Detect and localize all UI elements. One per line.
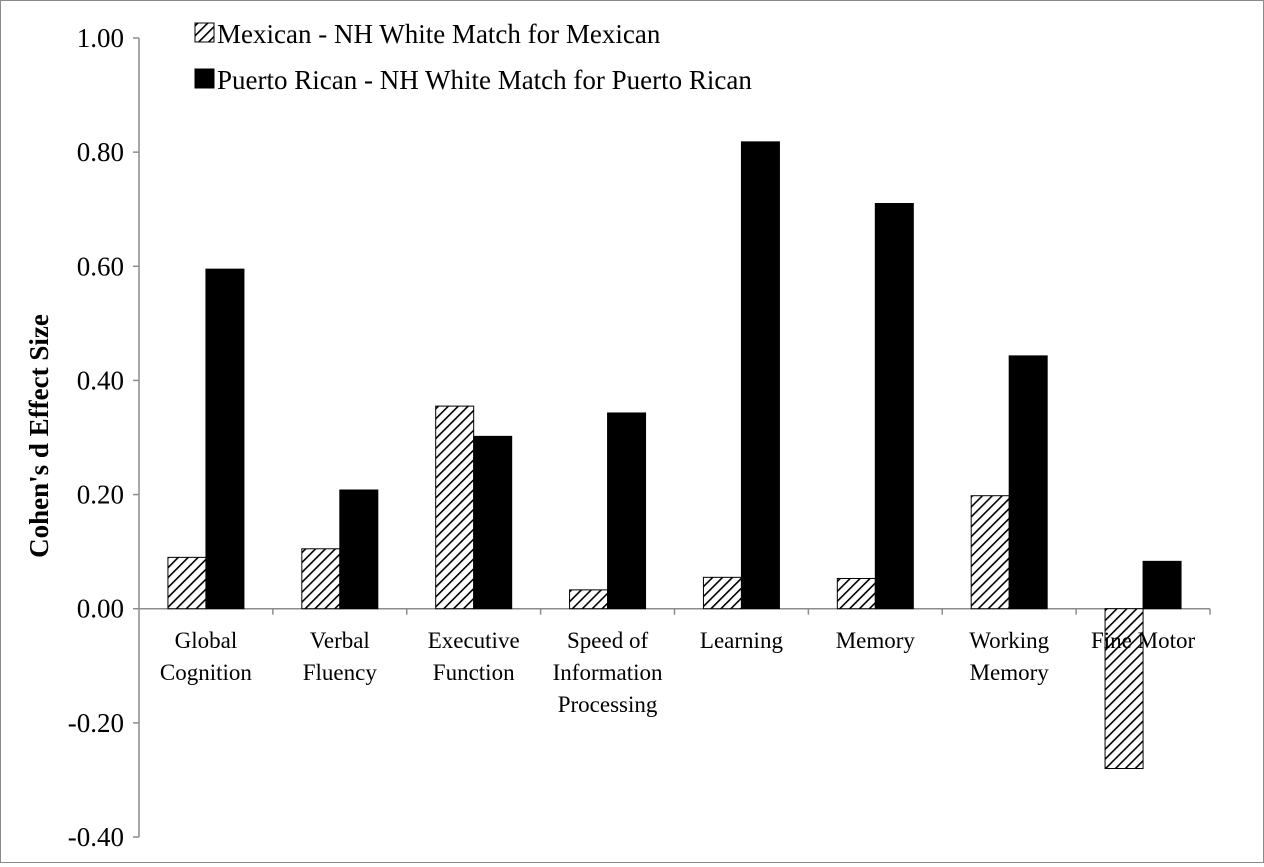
bar-puerto-rican bbox=[339, 489, 379, 610]
bar-puerto-rican bbox=[607, 412, 647, 610]
y-tick-label: 1.00 bbox=[77, 23, 124, 53]
x-tick-label: Executive bbox=[428, 628, 520, 653]
y-tick-label: -0.20 bbox=[68, 708, 124, 738]
y-tick-label: -0.40 bbox=[68, 822, 124, 852]
x-tick-label: Memory bbox=[970, 660, 1050, 685]
y-tick-label: 0.80 bbox=[77, 137, 124, 167]
y-tick-label: 0.60 bbox=[77, 251, 124, 281]
bar-mexican bbox=[569, 589, 609, 610]
legend-label: Puerto Rican - NH White Match for Puerto… bbox=[217, 65, 752, 95]
y-tick-label: 0.20 bbox=[77, 480, 124, 510]
bar-mexican bbox=[702, 576, 742, 610]
x-tick-label: Fine Motor bbox=[1091, 628, 1195, 653]
bar-mexican bbox=[435, 405, 475, 610]
bar-mexican bbox=[970, 495, 1010, 610]
y-axis-label: Cohen's d Effect Size bbox=[24, 314, 54, 558]
bar-mexican bbox=[301, 548, 341, 610]
bar-puerto-rican bbox=[1142, 560, 1182, 610]
x-tick-label: Global bbox=[175, 628, 238, 653]
legend-label: Mexican - NH White Match for Mexican bbox=[217, 19, 661, 49]
bar-puerto-rican bbox=[740, 141, 780, 610]
bar-puerto-rican bbox=[874, 203, 914, 610]
x-tick-label: Cognition bbox=[160, 660, 253, 685]
x-tick-label: Fluency bbox=[303, 660, 378, 685]
x-tick-label: Speed of bbox=[567, 628, 648, 653]
bar-puerto-rican bbox=[1008, 355, 1048, 610]
legend-swatch-puerto-rican bbox=[194, 68, 215, 89]
bar-puerto-rican bbox=[205, 268, 245, 610]
x-tick-label: Working bbox=[969, 628, 1049, 653]
y-tick-label: 0.40 bbox=[77, 365, 124, 395]
x-tick-label: Processing bbox=[558, 692, 658, 717]
bar-mexican bbox=[836, 577, 876, 610]
x-tick-label: Memory bbox=[836, 628, 916, 653]
bar-mexican bbox=[167, 556, 207, 610]
bar-puerto-rican bbox=[473, 435, 513, 610]
x-tick-label: Verbal bbox=[310, 628, 370, 653]
x-tick-label: Learning bbox=[700, 628, 784, 653]
legend: Mexican - NH White Match for Mexican Puer… bbox=[194, 19, 752, 95]
legend-swatch-mexican bbox=[194, 22, 215, 43]
y-tick-label: 0.00 bbox=[77, 594, 124, 624]
bar-mexican bbox=[1104, 608, 1144, 770]
x-tick-label: Information bbox=[553, 660, 663, 685]
x-tick-label: Function bbox=[433, 660, 515, 685]
